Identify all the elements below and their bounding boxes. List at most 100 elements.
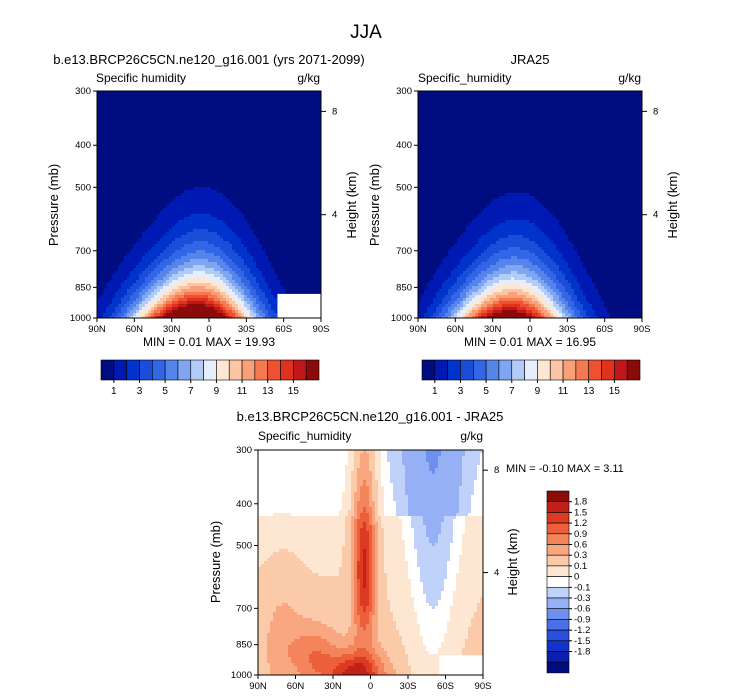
contour-cell [351,606,354,610]
contour-cell [178,220,223,224]
contour-cell [366,627,372,631]
colorbar-box [113,359,127,381]
contour-cell [387,588,411,592]
contour-cell [493,310,502,314]
contour-cell [408,513,456,517]
contour-cell [463,289,469,293]
contour-cell [148,265,157,269]
contour-cell [372,615,378,619]
contour-cell [378,654,387,658]
contour-cell [267,660,291,664]
contour-cell [559,289,565,293]
contour-cell [460,286,466,290]
contour-cell [378,501,384,505]
colorbar-tick-label: 5 [483,386,489,397]
contour-cell [387,594,411,598]
contour-cell [481,292,487,296]
x-tick-label: 30S [400,681,417,692]
colorbar-box [546,640,570,652]
contour-cell [253,304,259,308]
contour-cell [345,669,366,673]
colorbar-box [588,359,602,381]
contour-cell [580,313,586,317]
contour-cell [393,666,411,670]
x-tick-label: 90S [313,324,330,335]
contour-cell [375,504,378,508]
colorbar-tick-label: 1 [432,386,438,397]
contour-cell [535,253,547,257]
contour-cell [244,289,250,293]
contour-cell [378,579,387,583]
contour-cell [372,543,375,547]
contour-cell [318,573,339,577]
contour-cell [577,316,583,319]
contour-cell [121,298,130,302]
contour-cell [348,510,354,514]
contour-cell [541,304,544,308]
contour-cell [538,301,541,305]
contour-cell [366,606,372,610]
x-tick-label: 30N [324,681,342,692]
contour-cell [154,304,157,308]
contour-cell [163,301,166,305]
contour-cell [462,546,483,550]
x-tick-label: 30N [163,324,181,335]
contour-cell [366,669,372,673]
contour-cell [354,597,357,601]
contour-cell [130,298,136,302]
contour-cell [330,654,342,658]
contour-cell [466,298,472,302]
contour-cell [405,543,414,547]
contour-cell [423,639,444,643]
contour-cell [432,543,435,547]
contour-cell [456,579,483,583]
contour-cell [480,459,483,463]
contour-cell [193,229,208,233]
contour-cell [541,301,547,305]
contour-cell [220,283,226,287]
contour-cell [574,304,583,308]
colorbar-box [546,490,570,502]
contour-cell [529,301,538,305]
contour-cell [511,256,517,260]
contour-cell [354,504,357,508]
contour-cell [154,307,157,311]
contour-cell [369,582,372,586]
contour-cell [351,483,357,487]
contour-cell [354,495,360,499]
y2-tick-label: 4 [653,210,658,221]
contour-cell [520,283,532,287]
contour-cell [154,244,169,248]
contour-cell [469,283,478,287]
contour-cell [550,298,553,302]
contour-cell [351,618,354,622]
contour-cell [586,298,601,302]
contour-cell [136,304,139,308]
contour-cell [493,304,502,308]
contour-cell [139,238,160,242]
contour-cell [133,268,145,272]
contour-cell [369,468,375,472]
contour-cell [580,301,589,305]
contour-cell [472,307,478,311]
contour-cell [351,558,354,562]
contour-cell [351,522,354,526]
contour-cell [303,561,342,565]
contour-cell [475,244,490,248]
contour-cell [381,456,387,460]
contour-cell [568,310,574,314]
contour-cell [405,558,417,562]
contour-cell [408,561,417,565]
contour-cell [345,660,369,664]
contour-cell [465,642,483,646]
contour-cell [480,453,483,457]
contour-cell [378,669,384,673]
contour-cell [205,250,223,254]
contour-cell [448,292,454,296]
contour-cell [214,274,223,278]
contour-cell [351,567,354,571]
contour-cell [372,525,375,529]
colorbar-tick-label: 1.8 [574,497,587,508]
contour-cell [247,286,253,290]
contour-cell [258,483,345,487]
